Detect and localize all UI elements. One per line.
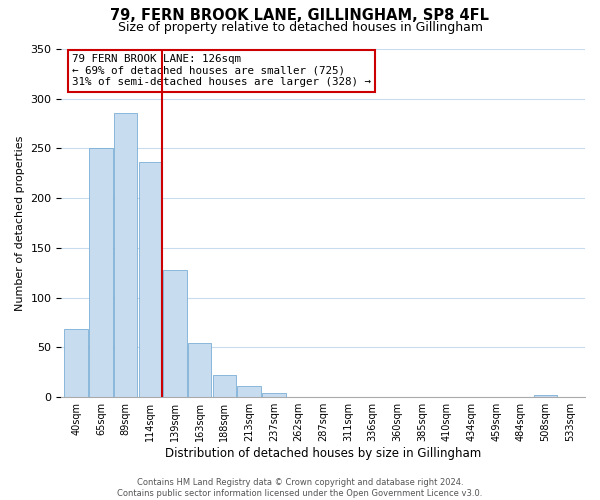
Bar [534,395,557,397]
Bar [139,162,162,397]
Bar [114,112,137,397]
Bar [89,148,113,397]
Bar [64,328,88,397]
Bar [163,270,187,397]
Text: Contains HM Land Registry data © Crown copyright and database right 2024.
Contai: Contains HM Land Registry data © Crown c… [118,478,482,498]
Text: 79 FERN BROOK LANE: 126sqm
← 69% of detached houses are smaller (725)
31% of sem: 79 FERN BROOK LANE: 126sqm ← 69% of deta… [72,54,371,88]
Text: Size of property relative to detached houses in Gillingham: Size of property relative to detached ho… [118,21,482,34]
Bar [212,376,236,397]
Bar [262,393,286,397]
Text: 79, FERN BROOK LANE, GILLINGHAM, SP8 4FL: 79, FERN BROOK LANE, GILLINGHAM, SP8 4FL [110,8,490,22]
Bar [188,344,211,397]
Y-axis label: Number of detached properties: Number of detached properties [15,136,25,311]
X-axis label: Distribution of detached houses by size in Gillingham: Distribution of detached houses by size … [165,447,481,460]
Bar [238,386,261,397]
